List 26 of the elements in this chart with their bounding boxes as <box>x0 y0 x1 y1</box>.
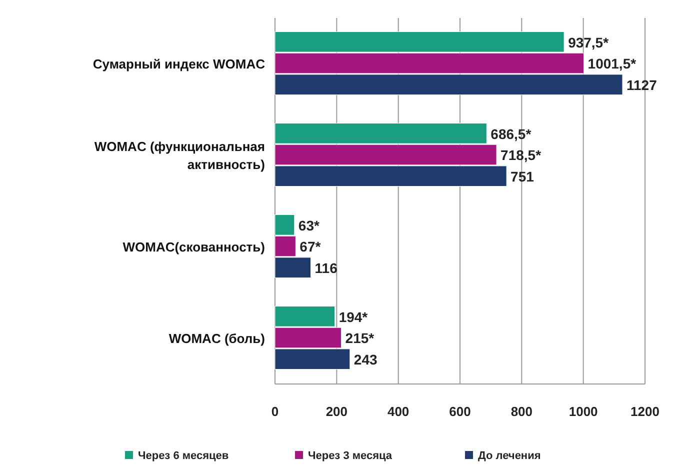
y-tick-label: WOMAC(скованность) <box>122 239 265 254</box>
data-label: 1127 <box>626 77 658 93</box>
y-tick-label: WOMAC (боль) <box>168 330 265 346</box>
data-label: 116 <box>314 260 338 276</box>
y-tick-label: Сумарный индекс WOMAC <box>92 56 266 72</box>
legend-label: Через 6 месяцев <box>138 450 229 462</box>
data-label: 718,5* <box>500 147 542 164</box>
y-tick-label: WOMAC (функциональная активность) <box>94 138 265 172</box>
x-tick-label: 800 <box>510 404 533 419</box>
x-tick-label: 1200 <box>630 404 660 419</box>
data-label: 937,5* <box>568 34 610 50</box>
data-label: 243 <box>354 352 378 368</box>
x-tick-label: 600 <box>449 404 471 419</box>
data-label: 63* <box>298 217 320 234</box>
data-label: 1001,5* <box>588 56 637 72</box>
legend-label: Через 3 месяца <box>308 450 393 462</box>
legend-label: До лечения <box>478 450 541 462</box>
x-tick-label: 200 <box>326 404 348 419</box>
x-tick-label: 1000 <box>568 404 598 419</box>
data-label: 686,5* <box>490 126 532 142</box>
x-tick-label: 400 <box>387 404 410 419</box>
data-label: 194* <box>338 308 368 325</box>
data-label: 751 <box>510 168 534 184</box>
data-label: 67* <box>300 238 322 255</box>
x-tick-label: 0 <box>271 404 279 419</box>
data-label: 215* <box>345 330 375 346</box>
